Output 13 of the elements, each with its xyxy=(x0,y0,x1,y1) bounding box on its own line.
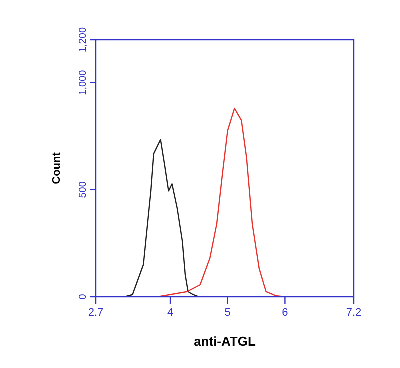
line-series xyxy=(157,108,286,298)
x-tick-label: 4 xyxy=(167,307,174,319)
y-tick-label: 1,200 xyxy=(78,27,89,53)
line-series xyxy=(124,139,200,298)
x-axis-title: anti-ATGL xyxy=(194,334,256,349)
x-tick-label: 6 xyxy=(282,307,288,319)
x-tick-label: 7.2 xyxy=(346,307,362,319)
y-tick-label: 500 xyxy=(78,181,89,198)
y-tick-label: 1,000 xyxy=(78,70,89,96)
x-tick-label: 5 xyxy=(224,307,231,319)
y-axis-title: Count xyxy=(51,152,63,184)
y-tick-label: 0 xyxy=(78,294,89,300)
x-tick-label: 2.7 xyxy=(88,307,104,319)
